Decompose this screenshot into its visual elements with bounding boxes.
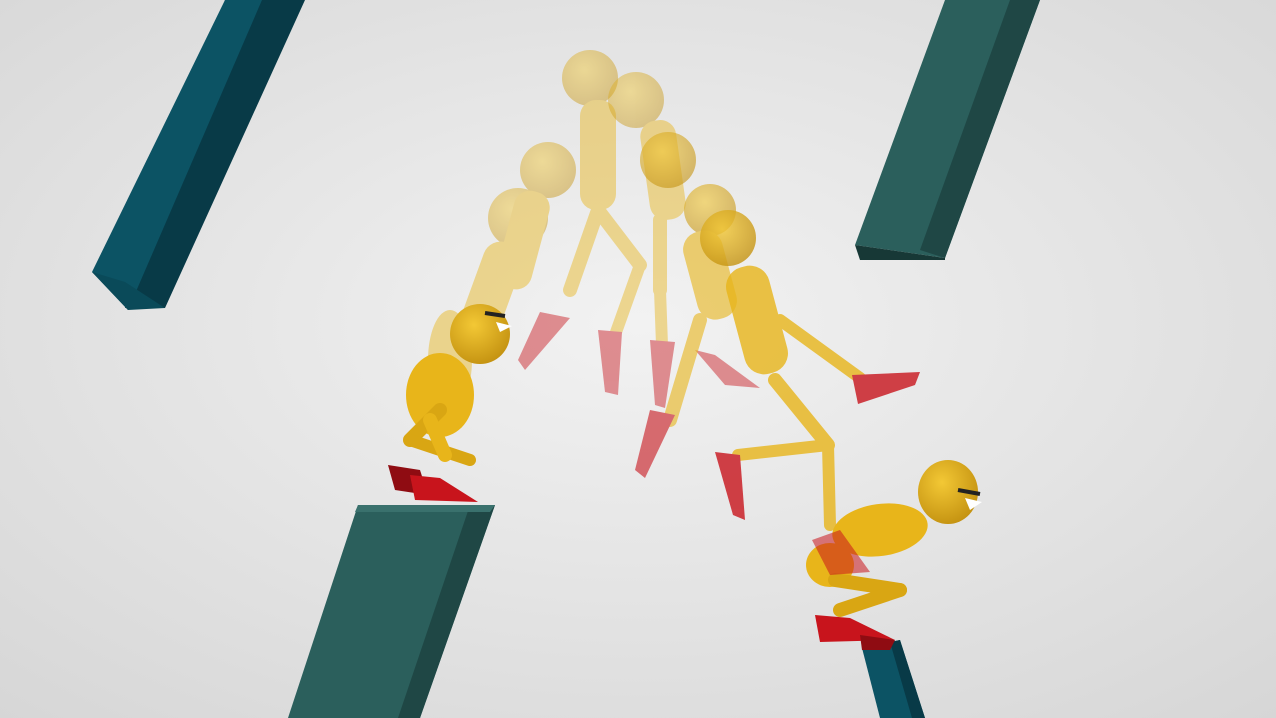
platform-bottom-left bbox=[288, 505, 495, 718]
figure-crouch-start bbox=[388, 304, 512, 502]
platform-top-right bbox=[855, 0, 1040, 260]
platform-bottom-right bbox=[862, 640, 925, 718]
ghost-figure-descent bbox=[635, 132, 737, 478]
ghost-figure-kick bbox=[700, 210, 920, 531]
ghost-figure-peak-a bbox=[518, 50, 647, 395]
figure-landing-crouch bbox=[806, 460, 982, 650]
platform-top-left bbox=[92, 0, 305, 310]
